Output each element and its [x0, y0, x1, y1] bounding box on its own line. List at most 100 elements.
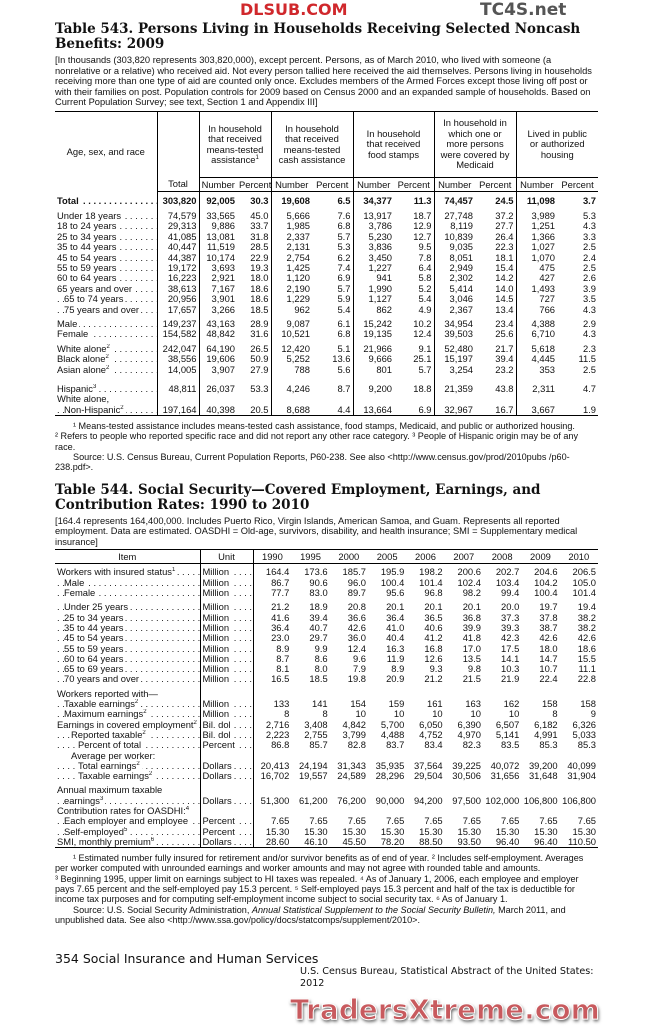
percent-cell: 6.8: [337, 220, 351, 232]
total-cell: 38,613: [156, 283, 199, 295]
year-value-cell: 110.50: [559, 836, 598, 849]
total-cell: 40,447: [156, 241, 199, 253]
year-value-cell: 8: [322, 708, 328, 720]
row-label-text: Hispanic: [57, 383, 93, 394]
percent-cell: 2.9: [582, 317, 597, 329]
row-label: White alone2: [55, 343, 157, 354]
unit-text: Million: [202, 602, 232, 613]
unit-text: Percent: [202, 826, 237, 837]
percent-cell: 33.7: [250, 220, 269, 232]
number-cell: 64,190: [198, 343, 237, 355]
year-value-cell: 85.7: [309, 739, 328, 751]
number-cell: 4,445: [515, 353, 558, 365]
total-cell: 17,657: [156, 304, 199, 315]
year-value-cell: 106,800: [562, 794, 596, 806]
footnote-marker: 2: [134, 699, 139, 706]
year-value-cell: 38.2: [577, 611, 596, 623]
row-label-text: 65 to 69 years: [64, 664, 124, 675]
spacer-row: [55, 598, 598, 603]
unit-cell: Percent: [199, 816, 253, 827]
unit-cell: Million: [199, 699, 253, 710]
row-label: 45 to 54 years: [55, 633, 200, 644]
spacer-row: [55, 191, 598, 197]
percent-cell: 18.8: [413, 382, 432, 394]
row-label: 65 to 69 years: [55, 664, 200, 674]
number-cell: 5,618: [515, 343, 558, 355]
year-value-cell: 164.4: [252, 567, 292, 578]
number-cell: 19,606: [198, 353, 237, 365]
table-543-headnote: [In thousands (303,820 represents 303,82…: [55, 55, 592, 108]
row-label-text: Percent of total: [78, 740, 142, 751]
year-value-cell: 20.8: [347, 601, 366, 613]
spacer-row: [55, 684, 598, 689]
percent-cell: 10.2: [413, 317, 432, 329]
total-cell: [156, 394, 199, 405]
row-label: 55 to 59 years: [55, 262, 157, 273]
row-label: Percent of total: [55, 740, 200, 751]
footnote: ³ Beginning 1995, upper limit on earning…: [55, 873, 579, 905]
number-cell: 1,227: [352, 262, 394, 274]
number-header: Number: [270, 177, 312, 193]
row-label-text: Non-Hispanic: [64, 404, 121, 415]
year-value-cell: 35,935: [375, 759, 405, 771]
row-label: 70 years and over: [55, 674, 200, 685]
year-value-cell: 39,200: [528, 759, 558, 771]
percent-cell: 5.6: [337, 363, 351, 375]
table-row: Average per worker:: [55, 750, 598, 761]
table-row: Black alone238,55619,60650.95,25213.69,6…: [55, 353, 598, 365]
year-value-cell: 29,504: [413, 770, 443, 782]
table-543-title: Table 543. Persons Living in Households …: [55, 21, 581, 52]
year-value-cell: 173.6: [304, 566, 328, 578]
row-label-text: Female: [57, 329, 89, 340]
year-value-cell: 19.4: [577, 601, 596, 613]
table-row: Taxable earnings2Million1331411541591611…: [55, 698, 598, 710]
year-value-cell: 17.5: [501, 642, 520, 654]
group-header: In household that received means-tested …: [270, 110, 353, 179]
percent-cell: 15.4: [495, 261, 514, 273]
number-cell: 5,252: [270, 353, 312, 365]
year-value-cell: 10.7: [539, 663, 558, 675]
number-cell: 13,664: [352, 404, 394, 417]
table-row: Taxable earnings2Dollars16,70219,55724,5…: [55, 770, 598, 782]
row-label-text: Workers reported with—: [57, 688, 158, 699]
year-value-cell: 15.30: [252, 826, 292, 837]
percent-cell: 28.5: [250, 241, 269, 253]
year-value-cell: 31,343: [337, 759, 366, 771]
year-value-cell: 15.30: [304, 825, 328, 837]
year-value-cell: 10: [432, 708, 443, 720]
year-value-cell: 37.8: [539, 611, 558, 623]
table-row: Male Million 86.7 90.6 96.0 100.4 101.4 102.4 10…: [55, 577, 598, 589]
unit-cell: Million: [199, 709, 253, 720]
percent-cell: 5.4: [418, 293, 432, 305]
row-label-text: Average per worker:: [71, 750, 156, 761]
number-cell: 11,098: [515, 196, 558, 207]
number-cell: 475: [515, 262, 558, 274]
percent-cell: 5.1: [337, 342, 351, 354]
year-value-cell: 11.1: [578, 663, 596, 675]
number-cell: 7,167: [198, 283, 237, 295]
number-cell: 3,836: [352, 241, 394, 253]
percent-cell: 6.2: [337, 251, 351, 263]
table-row: Asian alone214,0053,90727.97885.68015.73…: [55, 363, 598, 375]
number-cell: 43,163: [198, 318, 237, 330]
row-label-text: 75 years and over: [64, 304, 140, 315]
number-cell: 1,985: [270, 220, 312, 232]
percent-cell: 5.4: [337, 303, 351, 315]
percent-cell: 7.8: [418, 251, 432, 263]
row-label: 65 to 74 years: [55, 294, 157, 305]
year-value-cell: 31,904: [567, 770, 596, 782]
year-header: 1995: [291, 549, 330, 565]
number-cell: 862: [352, 304, 394, 315]
number-cell: 8,119: [433, 220, 475, 232]
year-value-cell: [252, 805, 292, 817]
year-header: 2007: [444, 549, 483, 565]
percent-cell: 23.4: [495, 317, 514, 329]
year-value-cell: 83.4: [424, 739, 443, 751]
number-cell: 10,174: [198, 252, 237, 263]
percent-cell: 2.5: [582, 241, 597, 253]
footnote-marker: 3: [99, 795, 104, 802]
spacer-row: [55, 206, 598, 211]
row-label-text: 45 to 54 years: [64, 633, 124, 644]
